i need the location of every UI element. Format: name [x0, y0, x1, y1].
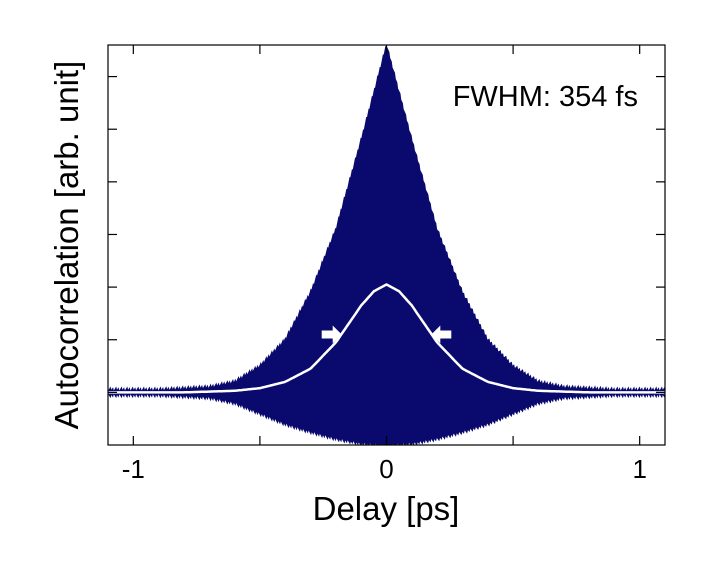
x-ticks: -1 0 1 — [122, 45, 647, 484]
fwhm-arrows — [321, 325, 452, 344]
fwhm-annotation: FWHM: 354 fs — [453, 81, 638, 113]
intensity-autocorrelation-line — [108, 283, 665, 394]
y-ticks — [108, 75, 665, 393]
fwhm-arrow-right — [431, 325, 452, 344]
fwhm-arrow-left — [321, 325, 342, 344]
x-tick-label-m1: -1 — [122, 454, 145, 484]
x-axis-label: Delay [ps] — [313, 490, 460, 527]
x-tick-label-1: 1 — [632, 454, 646, 484]
y-axis-label: Autocorrelation [arb. unit] — [48, 61, 85, 430]
interferometric-envelope — [108, 46, 665, 445]
plot-area — [108, 46, 665, 445]
x-tick-label-0: 0 — [379, 454, 393, 484]
